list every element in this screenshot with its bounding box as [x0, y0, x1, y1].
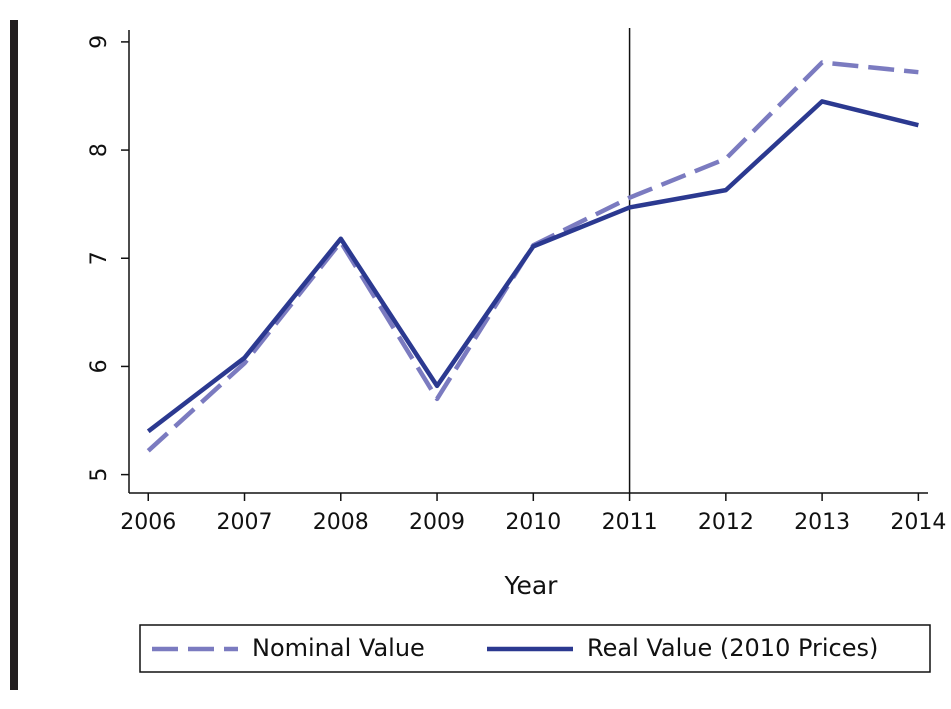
x-tick-label: 2009 [409, 510, 465, 535]
x-tick-label: 2014 [890, 510, 946, 535]
x-tick-label: 2013 [794, 510, 850, 535]
y-tick-label: 9 [87, 35, 112, 49]
x-tick-label: 2006 [120, 510, 176, 535]
series-line [146, 99, 919, 434]
legend-label: Nominal Value [252, 634, 425, 662]
x-tick-label: 2011 [602, 510, 658, 535]
x-tick-label: 2010 [505, 510, 561, 535]
y-tick-label: 8 [87, 143, 112, 157]
y-tick-label: 7 [87, 251, 112, 265]
legend-box [139, 624, 931, 673]
y-tick-label: 5 [87, 468, 112, 482]
y-tick-label: 6 [87, 359, 112, 373]
x-axis-title: Year [504, 571, 559, 600]
x-tick-label: 2012 [698, 510, 754, 535]
x-tick-label: 2008 [313, 510, 369, 535]
side-bar [10, 20, 18, 690]
x-tick-label: 2007 [217, 510, 273, 535]
legend-label: Real Value (2010 Prices) [587, 634, 878, 662]
